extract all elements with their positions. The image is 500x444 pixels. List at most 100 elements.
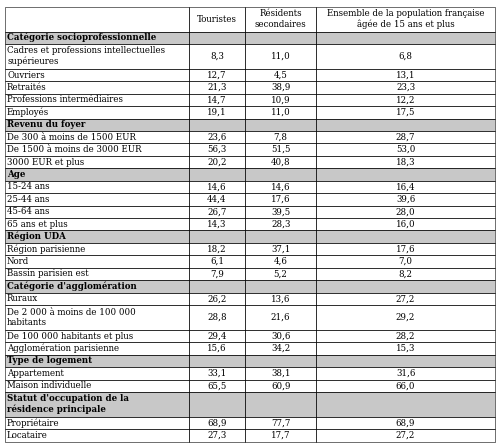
Bar — [245, 293, 316, 305]
Bar — [5, 218, 189, 230]
Text: 14,6: 14,6 — [207, 182, 227, 191]
Bar — [5, 206, 189, 218]
Bar — [245, 218, 316, 230]
Text: 28,8: 28,8 — [207, 313, 227, 322]
Bar — [5, 268, 189, 280]
Text: 44,4: 44,4 — [207, 195, 227, 204]
Bar — [5, 119, 189, 131]
Text: Nord: Nord — [7, 257, 29, 266]
Bar — [189, 417, 245, 429]
Text: 16,0: 16,0 — [396, 220, 415, 229]
Bar — [245, 280, 316, 293]
Bar — [316, 255, 495, 268]
Bar — [316, 7, 495, 32]
Bar — [189, 106, 245, 119]
Text: Employés: Employés — [7, 107, 49, 117]
Text: 37,1: 37,1 — [271, 245, 290, 254]
Text: 23,6: 23,6 — [208, 133, 227, 142]
Bar — [316, 156, 495, 168]
Bar — [316, 355, 495, 367]
Bar — [189, 7, 245, 32]
Bar — [245, 355, 316, 367]
Bar — [245, 206, 316, 218]
Bar — [316, 305, 495, 330]
Bar — [189, 342, 245, 355]
Text: 14,3: 14,3 — [207, 220, 227, 229]
Bar — [316, 168, 495, 181]
Bar — [5, 392, 189, 417]
Text: 20,2: 20,2 — [207, 158, 227, 166]
Bar — [316, 243, 495, 255]
Bar — [245, 119, 316, 131]
Text: 28,2: 28,2 — [396, 332, 415, 341]
Bar — [5, 156, 189, 168]
Bar — [316, 330, 495, 342]
Bar — [316, 268, 495, 280]
Bar — [189, 268, 245, 280]
Bar — [245, 168, 316, 181]
Text: Résidents
secondaires: Résidents secondaires — [255, 9, 306, 29]
Text: 6,8: 6,8 — [398, 52, 412, 61]
Bar — [245, 367, 316, 380]
Bar — [316, 218, 495, 230]
Text: 39,5: 39,5 — [271, 207, 290, 216]
Bar — [245, 380, 316, 392]
Bar — [189, 69, 245, 81]
Text: 21,6: 21,6 — [271, 313, 290, 322]
Bar — [316, 94, 495, 106]
Bar — [5, 131, 189, 143]
Text: 77,7: 77,7 — [271, 419, 290, 428]
Bar — [245, 193, 316, 206]
Bar — [5, 94, 189, 106]
Bar — [5, 255, 189, 268]
Text: 7,8: 7,8 — [274, 133, 287, 142]
Bar — [5, 69, 189, 81]
Bar — [189, 367, 245, 380]
Text: De 300 à moins de 1500 EUR: De 300 à moins de 1500 EUR — [7, 133, 136, 142]
Bar — [189, 280, 245, 293]
Bar — [5, 342, 189, 355]
Text: 27,2: 27,2 — [396, 431, 415, 440]
Bar — [189, 206, 245, 218]
Bar — [316, 392, 495, 417]
Bar — [245, 168, 316, 181]
Text: Agglomération parisienne: Agglomération parisienne — [7, 344, 119, 353]
Text: 15,6: 15,6 — [207, 344, 227, 353]
Bar — [245, 206, 316, 218]
Bar — [189, 392, 245, 417]
Bar — [245, 7, 316, 32]
Bar — [5, 355, 189, 367]
Text: 66,0: 66,0 — [396, 381, 415, 390]
Bar — [316, 143, 495, 156]
Text: Région parisienne: Région parisienne — [7, 244, 86, 254]
Text: Ouvriers: Ouvriers — [7, 71, 45, 79]
Bar — [245, 119, 316, 131]
Bar — [189, 32, 245, 44]
Text: 6,1: 6,1 — [210, 257, 224, 266]
Bar — [5, 380, 189, 392]
Bar — [189, 69, 245, 81]
Bar — [5, 280, 189, 293]
Bar — [189, 417, 245, 429]
Text: 29,2: 29,2 — [396, 313, 415, 322]
Text: 28,3: 28,3 — [271, 220, 290, 229]
Bar — [5, 106, 189, 119]
Text: 34,2: 34,2 — [271, 344, 290, 353]
Bar — [316, 230, 495, 243]
Bar — [189, 106, 245, 119]
Bar — [245, 367, 316, 380]
Bar — [5, 81, 189, 94]
Text: 68,9: 68,9 — [396, 419, 415, 428]
Bar — [245, 230, 316, 243]
Text: 16,4: 16,4 — [396, 182, 415, 191]
Bar — [245, 330, 316, 342]
Bar — [316, 181, 495, 193]
Text: 15-24 ans: 15-24 ans — [7, 182, 50, 191]
Bar — [245, 44, 316, 69]
Bar — [316, 193, 495, 206]
Bar — [189, 193, 245, 206]
Text: 14,7: 14,7 — [207, 95, 227, 104]
Bar — [316, 106, 495, 119]
Bar — [316, 243, 495, 255]
Bar — [5, 7, 189, 32]
